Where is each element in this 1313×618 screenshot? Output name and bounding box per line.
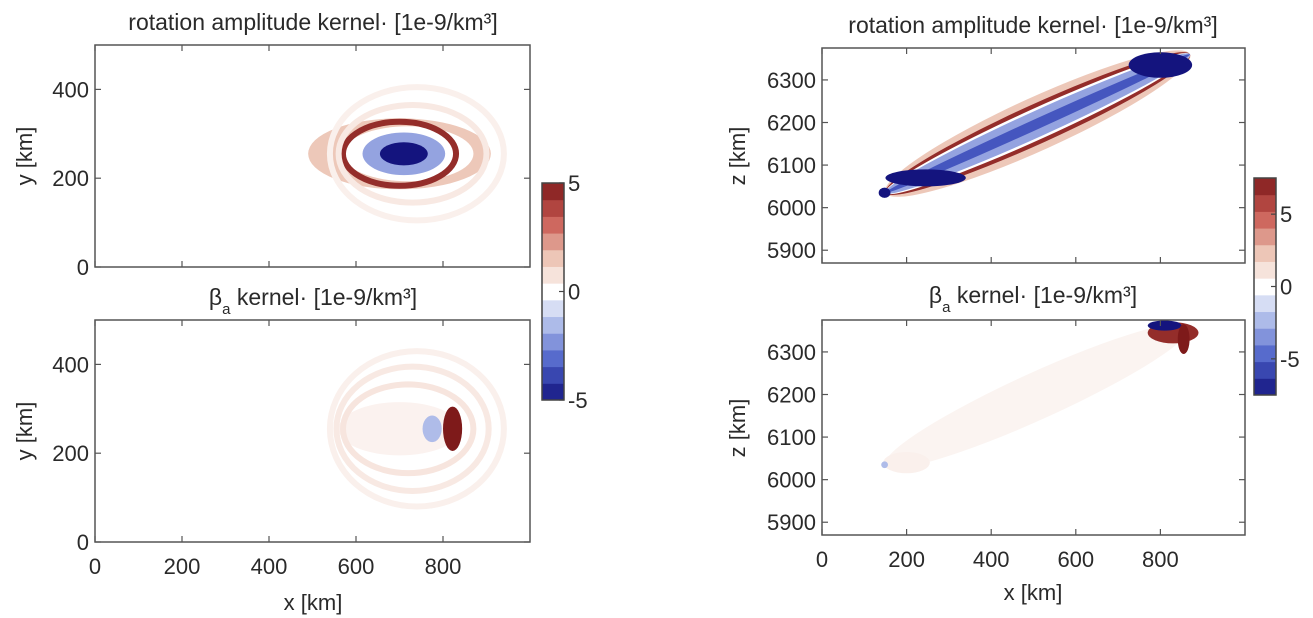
panel-c-ytick-label: 6100 (767, 153, 816, 178)
panel-a-ytick-label: 200 (52, 166, 89, 191)
panel-a-feature-5 (335, 101, 490, 206)
panel-a-feature-4 (379, 142, 428, 166)
colorbar-right-step (1254, 178, 1276, 196)
colorbar-right-step (1254, 361, 1276, 379)
colorbar-right-step (1254, 278, 1276, 296)
colorbar-left-step (542, 266, 564, 284)
colorbar-left-step (542, 316, 564, 334)
panel-d-title: βa kernel· [1e-9/km³] (929, 282, 1137, 316)
panel-d-xlabel: x [km] (1004, 580, 1063, 605)
panel-b-frame (95, 320, 530, 542)
panel-c-ytick-label: 6000 (767, 196, 816, 221)
colorbar-right-step (1254, 228, 1276, 246)
panel-d-xtick-label: 200 (888, 547, 925, 572)
colorbar-left-step (542, 333, 564, 351)
panel-d-ytick-label: 6100 (767, 425, 816, 450)
colorbar-left-tick-label: 0 (568, 280, 580, 305)
colorbar-right-step (1254, 294, 1276, 313)
panel-a: 0 200 400 (52, 44, 531, 280)
colorbar-right-step (1254, 194, 1276, 212)
colorbar-right-step (1254, 244, 1276, 262)
panel-c-frame (822, 48, 1245, 263)
panel-d-xtick-label: 600 (1057, 547, 1094, 572)
panel-b-ytick-label: 0 (77, 530, 89, 555)
panel-b: 0 200 400 600 800 0 200 400 (52, 319, 531, 579)
panel-d: 0 200 400 600 800 5900 6000 6100 6200 6300 (767, 319, 1246, 572)
panel-d-feature-0 (885, 323, 1191, 468)
colorbar-right: -5 0 5 (1253, 177, 1300, 396)
colorbar-left-tick-label: -5 (568, 388, 588, 413)
panel-d-xtick-label: 800 (1142, 547, 1179, 572)
panel-c: 5900 6000 6100 6200 6300 (767, 47, 1246, 264)
panel-b-feature-1 (422, 415, 442, 443)
panel-a-ytick-label: 400 (52, 77, 89, 102)
colorbar-left-tick-label: 5 (568, 171, 580, 196)
colorbar-right-tick-label: 0 (1280, 275, 1292, 300)
panel-c-ytick-label: 5900 (767, 238, 816, 263)
panel-c-feature-4 (885, 54, 1191, 193)
panel-d-ytick-label: 6000 (767, 468, 816, 493)
colorbar-left-step (542, 183, 564, 201)
colorbar-left: -5 0 5 (541, 171, 588, 413)
panel-c-title: rotation amplitude kernel· [1e-9/km³] (848, 12, 1217, 38)
panel-d-ytick-label: 6300 (767, 340, 816, 365)
colorbar-left-step (542, 199, 564, 217)
colorbar-left-step (542, 383, 564, 401)
colorbar-right-step (1254, 378, 1276, 396)
colorbar-left-step (542, 299, 564, 318)
colorbar-left-step (542, 249, 564, 267)
panel-d-feature-4 (1147, 320, 1182, 331)
panel-c-ytick-label: 6300 (767, 68, 816, 93)
panel-d-ytick-label: 5900 (767, 510, 816, 535)
colorbar-left-step (542, 366, 564, 384)
panel-a-title: rotation amplitude kernel· [1e-9/km³] (128, 9, 497, 35)
panel-b-title: βa kernel· [1e-9/km³] (209, 284, 417, 318)
panel-d-feature-2 (881, 461, 888, 469)
panel-d-xtick-label: 400 (973, 547, 1010, 572)
panel-d-feature-1 (883, 451, 930, 474)
panel-b-xtick-label: 200 (164, 554, 201, 579)
panel-b-xtick-label: 600 (338, 554, 375, 579)
colorbar-right-step (1254, 261, 1276, 279)
panel-a-feature-2 (340, 118, 459, 189)
panel-c-ytick-label: 6200 (767, 111, 816, 136)
panel-b-xtick-label: 0 (89, 554, 101, 579)
panel-c-feature-5 (885, 169, 966, 187)
panel-c-ylabel: z [km] (725, 127, 750, 186)
panel-b-feature-2 (443, 406, 463, 451)
panel-b-feature-5 (326, 348, 507, 510)
panel-c-feature-6 (1128, 52, 1193, 78)
panel-d-ylabel: z [km] (725, 399, 750, 458)
colorbar-left-step (542, 233, 564, 251)
panel-b-feature-4 (333, 363, 492, 494)
panel-b-ytick-label: 400 (52, 352, 89, 377)
panel-a-ylabel: y [km] (12, 127, 37, 186)
panel-b-xtick-label: 400 (251, 554, 288, 579)
panel-d-xtick-label: 0 (816, 547, 828, 572)
colorbar-right-tick-label: 5 (1280, 202, 1292, 227)
panel-b-xlabel: x [km] (284, 590, 343, 615)
colorbar-right-tick-label: -5 (1280, 347, 1300, 372)
colorbar-left-step (542, 349, 564, 368)
panel-d-feature-5 (1177, 324, 1190, 355)
panel-b-ylabel: y [km] (12, 402, 37, 461)
colorbar-right-step (1254, 328, 1276, 346)
panel-b-xtick-label: 800 (425, 554, 462, 579)
colorbar-left-step (542, 283, 564, 301)
panel-c-feature-7 (878, 187, 891, 198)
panel-a-feature-6 (326, 84, 507, 224)
panel-a-ytick-label: 0 (77, 255, 89, 280)
colorbar-left-step (542, 216, 564, 234)
panel-b-ytick-label: 200 (52, 441, 89, 466)
panel-b-feature-0 (338, 402, 461, 456)
panel-b-feature-3 (340, 381, 477, 477)
colorbar-right-step (1254, 344, 1276, 363)
panel-d-frame (822, 320, 1245, 535)
colorbar-right-step (1254, 211, 1276, 229)
panel-d-ytick-label: 6200 (767, 383, 816, 408)
colorbar-right-step (1254, 311, 1276, 329)
